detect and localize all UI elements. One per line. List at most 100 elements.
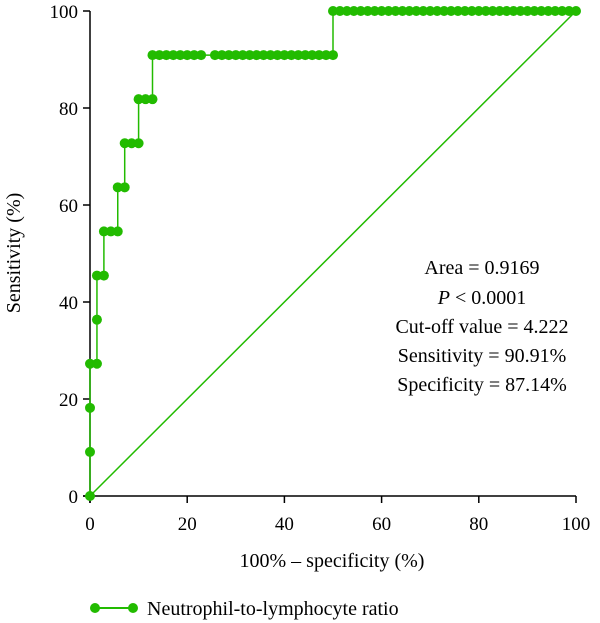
roc-point	[348, 6, 359, 16]
roc-point	[536, 6, 547, 16]
y-tick-label: 80	[59, 99, 78, 120]
roc-point	[85, 491, 95, 501]
roc-point	[487, 6, 498, 16]
roc-point	[112, 182, 123, 193]
roc-point	[98, 270, 109, 281]
roc-point	[529, 6, 540, 16]
roc-point	[133, 94, 144, 105]
roc-point	[425, 6, 436, 16]
roc-point	[473, 6, 484, 16]
roc-point	[244, 50, 255, 61]
y-tick-label: 100	[50, 2, 79, 23]
roc-point	[265, 50, 276, 61]
roc-point	[85, 446, 95, 457]
roc-point	[522, 6, 533, 16]
roc-point	[480, 6, 491, 16]
roc-point	[446, 6, 457, 16]
roc-point	[140, 94, 151, 105]
roc-point	[515, 6, 526, 16]
roc-point	[307, 50, 318, 61]
roc-point	[126, 138, 137, 149]
roc-point	[230, 50, 241, 61]
roc-point	[314, 50, 325, 61]
legend-label: Neutrophil-to-lymphocyte ratio	[147, 598, 399, 620]
roc-point	[272, 50, 283, 61]
roc-point	[85, 402, 95, 413]
roc-point	[189, 50, 200, 61]
plot-area: 0 20 40 60 80 100 0 20 40 60 80 100	[50, 2, 591, 535]
roc-point	[147, 50, 158, 61]
roc-point	[147, 94, 158, 105]
x-tick-label: 0	[85, 514, 95, 535]
roc-point	[216, 50, 227, 61]
roc-point	[223, 50, 234, 61]
roc-point	[543, 6, 554, 16]
roc-point	[328, 6, 338, 16]
roc-point	[98, 226, 109, 237]
roc-point	[501, 6, 512, 16]
roc-point	[293, 50, 304, 61]
roc-point	[133, 138, 144, 149]
roc-point	[182, 50, 193, 61]
roc-point	[286, 50, 297, 61]
y-tick-label: 40	[59, 293, 78, 314]
roc-point	[91, 314, 102, 325]
roc-point	[418, 6, 429, 16]
roc-point	[404, 6, 415, 16]
roc-point	[91, 358, 102, 369]
roc-point	[168, 50, 179, 61]
roc-point	[91, 270, 102, 281]
roc-point	[161, 50, 172, 61]
roc-point	[564, 6, 575, 16]
roc-point	[154, 50, 165, 61]
roc-point	[279, 50, 290, 61]
annotation-cutoff: Cut-off value = 4.222	[395, 316, 568, 338]
roc-point	[112, 226, 123, 237]
roc-point	[196, 50, 207, 61]
roc-point	[439, 6, 450, 16]
legend: Neutrophil-to-lymphocyte ratio	[90, 598, 399, 620]
roc-point	[390, 6, 401, 16]
roc-point	[369, 6, 380, 16]
roc-point	[334, 6, 345, 16]
roc-point	[376, 6, 387, 16]
annotation-p-value: P < 0.0001	[437, 287, 527, 309]
roc-point	[397, 6, 408, 16]
roc-point	[237, 50, 248, 61]
roc-point	[209, 50, 220, 61]
roc-point	[85, 358, 95, 369]
legend-marker-left	[90, 603, 100, 613]
x-tick-label: 80	[469, 514, 488, 535]
roc-point	[175, 50, 186, 61]
roc-point	[411, 6, 422, 16]
roc-point	[432, 6, 443, 16]
roc-point	[355, 6, 366, 16]
y-tick-label: 0	[69, 487, 79, 508]
roc-point	[362, 6, 373, 16]
roc-point	[459, 6, 470, 16]
roc-point	[258, 50, 269, 61]
y-axis-title: Sensitivity (%)	[3, 193, 25, 314]
stats-annotation: Area = 0.9169 P < 0.0001 Cut-off value =…	[395, 257, 568, 396]
roc-point	[508, 6, 519, 16]
roc-point	[494, 6, 505, 16]
x-tick-label: 100	[562, 514, 591, 535]
roc-point	[466, 6, 477, 16]
roc-point	[251, 50, 262, 61]
roc-point	[119, 182, 130, 193]
roc-point	[105, 226, 116, 237]
roc-point	[328, 50, 338, 61]
y-tick-label: 20	[59, 390, 78, 411]
legend-marker-right	[128, 603, 138, 613]
annotation-specificity: Specificity = 87.14%	[397, 374, 567, 396]
y-tick-label: 60	[59, 196, 78, 217]
x-tick-label: 20	[178, 514, 197, 535]
reference-line	[89, 10, 577, 497]
roc-point	[383, 6, 394, 16]
roc-point	[550, 6, 561, 16]
roc-point	[341, 6, 352, 16]
annotation-area: Area = 0.9169	[424, 257, 539, 279]
x-tick-label: 40	[275, 514, 294, 535]
roc-point	[321, 50, 332, 61]
